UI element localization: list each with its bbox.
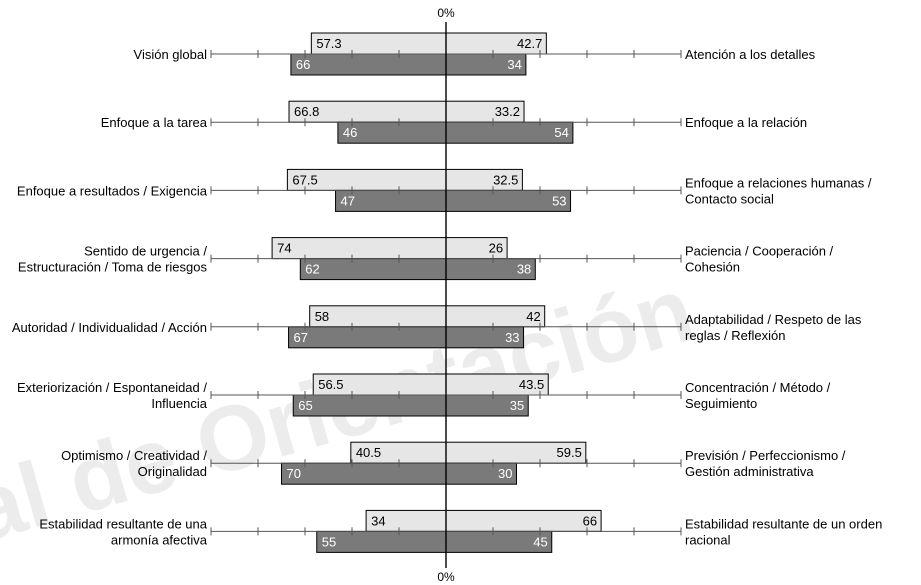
bar-dark-left <box>292 394 447 417</box>
data-label-right: 66 <box>583 513 597 528</box>
data-label-left: 57.3 <box>316 36 341 51</box>
data-label-right: 32.5 <box>493 172 518 187</box>
data-label-right: 42.7 <box>517 36 542 51</box>
data-label-right: 59.5 <box>557 445 582 460</box>
right-category-label: Previsión / Perfeccionismo / <box>685 448 846 463</box>
left-category-label: Estabilidad resultante de una <box>39 516 207 531</box>
left-category-label: Visión global <box>134 47 208 62</box>
left-category-label: Originalidad <box>138 464 207 479</box>
right-category-label: Enfoque a la relación <box>685 115 807 130</box>
data-label-right: 33 <box>505 330 519 345</box>
right-category-label: Seguimiento <box>685 396 757 411</box>
data-label-left: 66 <box>296 57 310 72</box>
left-category-label: Optimismo / Creatividad / <box>61 448 207 463</box>
data-label-left: 62 <box>305 262 319 277</box>
top-zero-label: 0% <box>437 6 455 20</box>
data-label-left: 74 <box>277 241 291 256</box>
data-label-left: 66.8 <box>294 104 319 119</box>
data-label-right: 42 <box>526 309 540 324</box>
bar-light-left <box>271 237 447 260</box>
data-label-left: 40.5 <box>356 445 381 460</box>
right-category-label: racional <box>685 532 731 547</box>
bar-dark-left <box>288 326 447 349</box>
left-category-label: Sentido de urgencia / <box>84 244 207 259</box>
right-category-label: Contacto social <box>685 191 774 206</box>
data-label-right: 33.2 <box>495 104 520 119</box>
data-label-right: 43.5 <box>519 377 544 392</box>
left-category-label: Estructuración / Toma de riesgos <box>18 260 208 275</box>
left-category-label: Enfoque a la tarea <box>101 115 208 130</box>
left-category-label: armonía afectiva <box>111 532 208 547</box>
data-label-left: 56.5 <box>318 377 343 392</box>
bar-light-right <box>445 509 602 532</box>
bar-dark-left <box>299 258 447 281</box>
left-category-label: Autoridad / Individualidad / Acción <box>12 320 207 335</box>
axes-layer <box>210 22 682 568</box>
data-label-right: 38 <box>517 262 531 277</box>
right-category-label: Estabilidad resultante de un orden <box>685 516 882 531</box>
left-category-label: Enfoque a resultados / Exigencia <box>17 183 208 198</box>
data-label-right: 35 <box>510 398 524 413</box>
data-label-right: 30 <box>498 466 512 481</box>
right-category-label: Gestión administrativa <box>685 464 814 479</box>
data-label-right: 45 <box>533 534 547 549</box>
right-category-label: Atención a los detalles <box>685 47 816 62</box>
data-label-right: 53 <box>552 193 566 208</box>
labels-layer: Visión global Atención a los detalles Enfo… <box>12 47 882 547</box>
bottom-zero-label: 0% <box>437 570 455 584</box>
bars-layer: 57.3 42.7 66 34 66.8 33.2 46 54 67.5 32.5 47 53 74 26… <box>271 32 602 553</box>
data-label-right: 26 <box>489 241 503 256</box>
right-category-label: reglas / Reflexión <box>685 328 785 343</box>
bar-dark-left <box>281 462 447 485</box>
data-label-left: 65 <box>298 398 312 413</box>
data-label-left: 58 <box>315 309 329 324</box>
left-category-label: Exteriorización / Espontaneidad / <box>17 380 207 395</box>
data-label-left: 47 <box>341 193 355 208</box>
right-category-label: Enfoque a relaciones humanas / <box>685 175 872 190</box>
data-label-left: 67.5 <box>292 172 317 187</box>
right-category-label: Concentración / Método / <box>685 380 831 395</box>
data-label-right: 54 <box>554 125 568 140</box>
data-label-left: 67 <box>294 330 308 345</box>
right-category-label: Paciencia / Cooperación / <box>685 244 834 259</box>
data-label-left: 46 <box>343 125 357 140</box>
bar-dark-left <box>290 53 447 76</box>
data-label-left: 34 <box>371 513 385 528</box>
bar-light-left <box>309 305 447 328</box>
data-label-left: 55 <box>322 534 336 549</box>
right-category-label: Adaptabilidad / Respeto de las <box>685 312 862 327</box>
data-label-left: 70 <box>287 466 301 481</box>
right-category-label: Cohesión <box>685 260 740 275</box>
left-category-label: Influencia <box>151 396 207 411</box>
data-label-right: 34 <box>507 57 521 72</box>
